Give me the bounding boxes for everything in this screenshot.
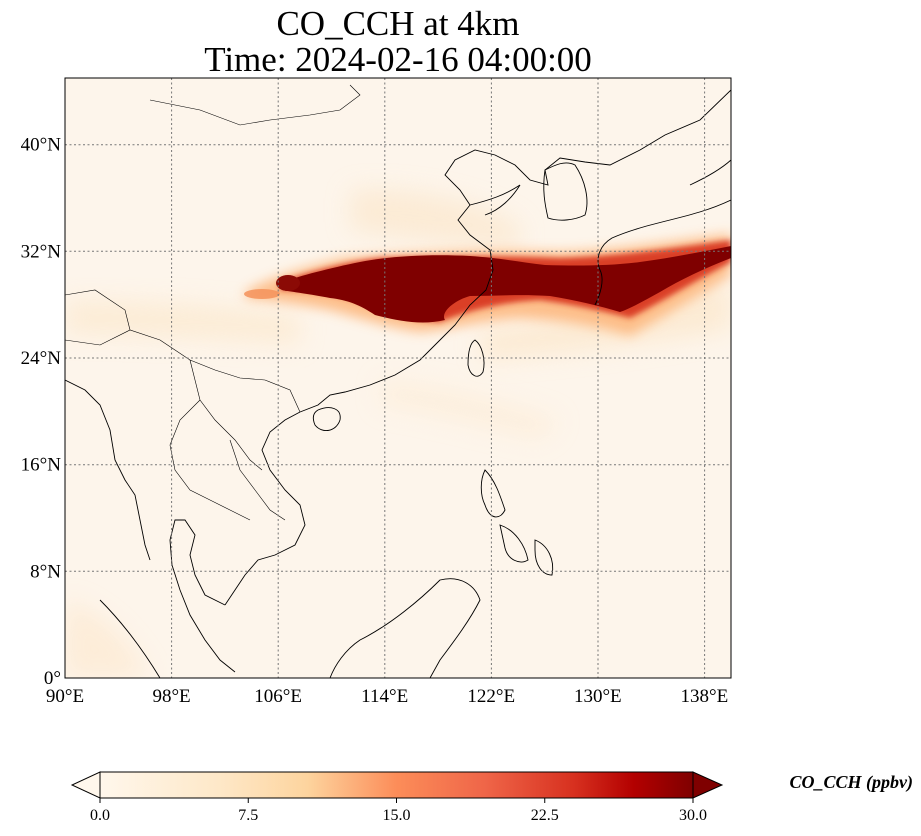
colorbar-tick-label: 15.0	[383, 807, 411, 824]
map-gridlines	[65, 78, 731, 678]
latitude-tick-label: 0°	[44, 668, 61, 689]
colorbar-ticks: 0.0 7.5 15.0 22.5 30.0	[90, 798, 707, 824]
coastlines-borders	[65, 84, 731, 678]
plume-west-tail	[244, 289, 280, 299]
plume-core	[282, 246, 731, 323]
colorbar-gradient	[99, 771, 694, 799]
colorbar-extend-low	[70, 771, 101, 799]
longitude-tick-label: 98°E	[152, 686, 190, 707]
diffuse-plume-bottom-left	[65, 600, 150, 678]
colorbar-tick-label: 7.5	[238, 807, 258, 824]
colorbar-tick-label: 22.5	[531, 807, 559, 824]
latitude-tick-label: 32°N	[21, 241, 62, 262]
colorbar-title: CO_CCH (ppbv)	[790, 772, 914, 793]
diffuse-plume-south	[380, 380, 560, 440]
longitude-tick-label: 114°E	[361, 686, 408, 707]
longitude-tick-label: 122°E	[467, 686, 515, 707]
latitude-tick-label: 40°N	[21, 135, 62, 156]
map-frame	[64, 77, 732, 679]
concentration-field	[65, 78, 731, 678]
longitude-tick-label: 106°E	[254, 686, 302, 707]
diffuse-plume-southwest	[65, 300, 300, 345]
colorbar: 0.0 7.5 15.0 22.5 30.0 CO_CCH (ppbv)	[70, 771, 914, 824]
map-time-subtitle: Time: 2024-02-16 04:00:00	[204, 40, 592, 79]
colorbar-tick-label: 0.0	[90, 807, 110, 824]
longitude-ticks: 90°E 98°E 106°E 114°E 122°E 130°E 138°E	[46, 686, 728, 707]
longitude-tick-label: 138°E	[681, 686, 729, 707]
diffuse-plume-north	[350, 189, 520, 250]
colorbar-tick-label: 30.0	[679, 807, 707, 824]
longitude-tick-label: 130°E	[574, 686, 622, 707]
latitude-tick-label: 8°N	[30, 561, 61, 582]
colorbar-extend-high	[692, 771, 724, 799]
map-background	[65, 78, 731, 678]
plume-core-west-blob	[276, 275, 300, 291]
latitude-tick-label: 16°N	[21, 455, 62, 476]
latitude-ticks: 0° 8°N 16°N 24°N 32°N 40°N	[21, 135, 62, 689]
latitude-tick-label: 24°N	[21, 348, 62, 369]
longitude-tick-label: 90°E	[46, 686, 84, 707]
map-title: CO_CCH at 4km	[276, 4, 520, 43]
